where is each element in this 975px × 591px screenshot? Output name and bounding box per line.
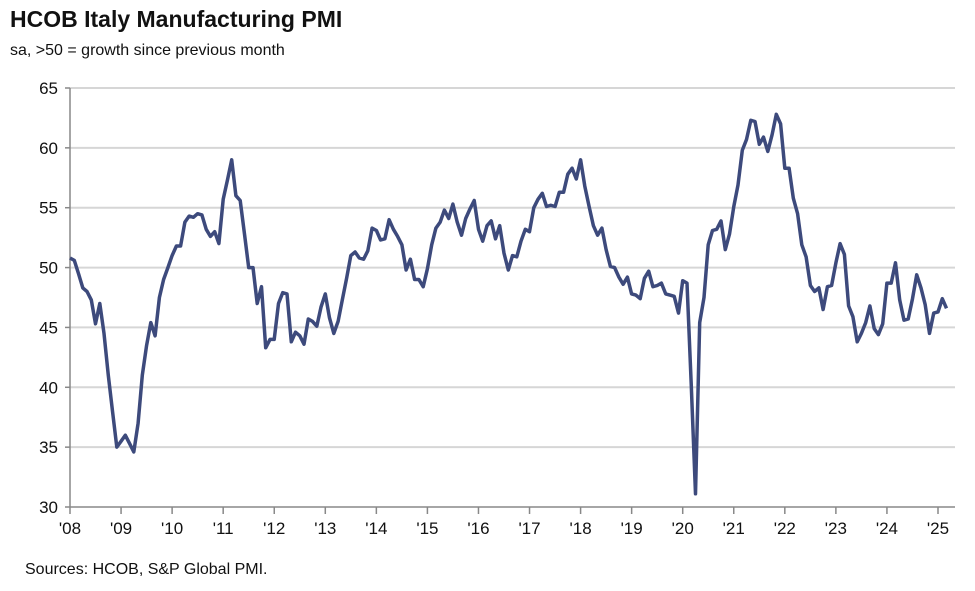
x-tick-label: '16 <box>467 519 489 538</box>
chart-subtitle: sa, >50 = growth since previous month <box>10 42 285 59</box>
x-tick-label: '09 <box>110 519 132 538</box>
x-tick-label: '10 <box>161 519 183 538</box>
x-tick-label: '20 <box>672 519 694 538</box>
x-tick-label: '15 <box>416 519 438 538</box>
y-tick-label: 30 <box>39 498 58 517</box>
y-tick-label: 40 <box>39 378 58 397</box>
x-tick-label: '18 <box>570 519 592 538</box>
x-tick-label: '21 <box>723 519 745 538</box>
x-tick-label: '19 <box>621 519 643 538</box>
y-tick-label: 60 <box>39 139 58 158</box>
x-tick-label: '12 <box>263 519 285 538</box>
x-tick-label: '22 <box>774 519 796 538</box>
y-tick-label: 65 <box>39 79 58 98</box>
x-tick-label: '23 <box>825 519 847 538</box>
x-tick-label: '14 <box>365 519 387 538</box>
x-tick-label: '25 <box>927 519 949 538</box>
y-tick-label: 50 <box>39 259 58 278</box>
y-tick-label: 55 <box>39 199 58 218</box>
y-tick-label: 35 <box>39 438 58 457</box>
chart-source: Sources: HCOB, S&P Global PMI. <box>25 561 268 578</box>
x-tick-label: '17 <box>518 519 540 538</box>
x-tick-label: '08 <box>59 519 81 538</box>
x-tick-label: '13 <box>314 519 336 538</box>
pmi-series-line <box>69 112 949 496</box>
chart-title: HCOB Italy Manufacturing PMI <box>10 6 343 32</box>
x-tick-label: '11 <box>213 519 234 538</box>
x-tick-label: '24 <box>876 519 898 538</box>
y-tick-label: 45 <box>39 318 58 337</box>
